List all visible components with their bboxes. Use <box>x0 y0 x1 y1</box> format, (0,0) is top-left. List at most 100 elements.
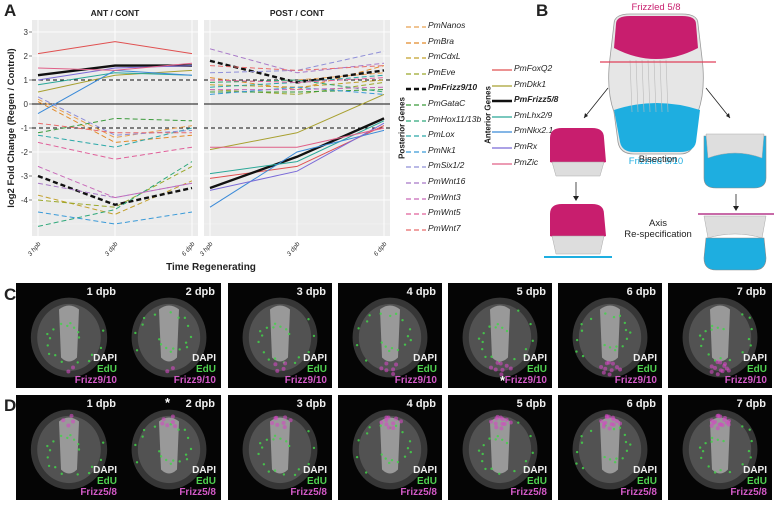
embryo-gut <box>270 417 290 474</box>
micrograph-d-4: 4 dpb DAPI EdU Frizz5/8 <box>338 395 442 500</box>
legend-item-pmgatac: PmGataC <box>428 98 466 108</box>
edu-signal <box>531 339 534 343</box>
series-line-pmcdxl <box>37 180 193 215</box>
edu-signal <box>580 435 583 438</box>
edu-signal <box>159 343 163 346</box>
edu-signal <box>285 328 288 331</box>
micrograph-c-3: 3 dpb DAPI EdU Frizz9/10 <box>228 283 332 388</box>
respec-anterior-base <box>551 235 605 255</box>
embryo-image <box>352 297 428 378</box>
series-line-pmwnt5 <box>209 77 385 83</box>
frizzled-signal <box>379 420 384 425</box>
frizzled-signal <box>384 361 389 366</box>
dapi-label: DAPI <box>93 353 117 364</box>
series-line-pmwnt3 <box>210 86 385 91</box>
edu-signal <box>621 345 624 348</box>
dapi-label: DAPI <box>633 465 657 476</box>
legend-item-pmrx: PmRx <box>514 141 538 151</box>
edu-signal <box>76 361 79 364</box>
arrow-right <box>705 87 731 119</box>
frizzled-signal <box>611 417 616 422</box>
edu-signal <box>403 343 407 346</box>
edu-signal <box>141 323 144 326</box>
edu-signal <box>409 338 412 342</box>
edu-signal <box>488 437 491 440</box>
edu-signal <box>750 327 753 331</box>
timepoint-label: 7 dpb <box>736 398 766 410</box>
edu-signal <box>490 467 493 470</box>
legend-swatch <box>406 151 426 153</box>
edu-signal <box>698 334 702 337</box>
frizzled-signal <box>170 420 175 425</box>
edu-signal <box>368 426 371 429</box>
micrograph-d-5: 5 dpb DAPI EdU Frizz5/8 <box>448 395 552 500</box>
x-tick-label: 3 hpb <box>199 241 215 258</box>
facet-ant: ANT / CONT 3 hpb 3 dpb 6 dpb <box>27 6 198 258</box>
edu-signal <box>77 330 80 334</box>
series-line-pmeve <box>37 165 193 208</box>
embryo-image <box>352 409 428 490</box>
embryo-image <box>462 297 538 378</box>
frizz58-label: Frizz5/8 <box>80 487 117 498</box>
edu-signal <box>169 350 173 354</box>
edu-signal <box>625 337 629 341</box>
edu-label: EdU <box>747 364 767 375</box>
edu-label: EdU <box>97 364 117 375</box>
edu-signal <box>312 334 316 338</box>
edu-signal <box>612 315 616 319</box>
timepoint-label: 5 dpb <box>516 286 546 298</box>
micrograph-d-1: 1 dpb DAPI EdU Frizz5/8 <box>16 395 122 500</box>
edu-signal <box>707 465 710 468</box>
embryo-gut <box>710 417 730 474</box>
frizzled-signal <box>274 415 279 420</box>
edu-signal <box>741 313 744 316</box>
edu-signal <box>267 470 271 473</box>
edu-signal <box>60 360 63 364</box>
edu-signal <box>747 337 751 341</box>
edu-signal <box>490 355 493 358</box>
edu-signal <box>77 448 81 451</box>
frizzled-signal <box>69 413 74 418</box>
legend-swatch <box>406 166 426 169</box>
edu-signal <box>575 350 578 353</box>
series-line-pmgatac <box>210 89 385 93</box>
edu-signal <box>615 457 618 460</box>
embryo-stripe <box>641 59 645 113</box>
edu-signal <box>260 334 264 337</box>
edu-signal <box>529 434 532 438</box>
series-line-pmeve <box>209 81 385 95</box>
frizzled-signal <box>61 418 66 423</box>
frizzled-signal <box>165 369 170 374</box>
embryo-gut <box>59 417 79 474</box>
frizzled-signal <box>494 425 499 430</box>
series-line-pmwnt16 <box>37 182 193 199</box>
anterior-half <box>550 128 606 167</box>
edu-signal <box>355 343 359 347</box>
frizzled-signal <box>614 419 619 424</box>
edu-label: EdU <box>637 476 657 487</box>
edu-signal <box>259 329 262 333</box>
frizzled-signal <box>275 422 280 427</box>
edu-signal <box>183 428 187 432</box>
edu-signal <box>282 473 286 476</box>
edu-signal <box>169 423 172 426</box>
frizzled-signal <box>489 419 494 424</box>
edu-signal <box>307 350 310 354</box>
edu-signal <box>293 473 297 477</box>
embryo-image <box>30 297 108 378</box>
frizzled-signal <box>281 366 286 371</box>
edu-signal <box>713 359 717 362</box>
edu-signal <box>279 437 282 440</box>
edu-signal <box>612 427 616 431</box>
legend-item-pmfrizz9-10: PmFrizz9/10 <box>428 82 478 93</box>
edu-signal <box>494 326 497 329</box>
x-tick-label: 3 dpb <box>104 241 120 258</box>
asterisk-marker: * <box>500 373 506 388</box>
edu-signal <box>365 320 369 323</box>
edu-signal <box>477 337 481 340</box>
edu-signal <box>47 352 51 356</box>
frizz910-label: Frizz9/10 <box>724 375 767 386</box>
legend-group-anterior-label: Anterior Genes <box>483 86 493 144</box>
panel-label-a: A <box>4 1 17 20</box>
edu-signal <box>60 472 63 476</box>
